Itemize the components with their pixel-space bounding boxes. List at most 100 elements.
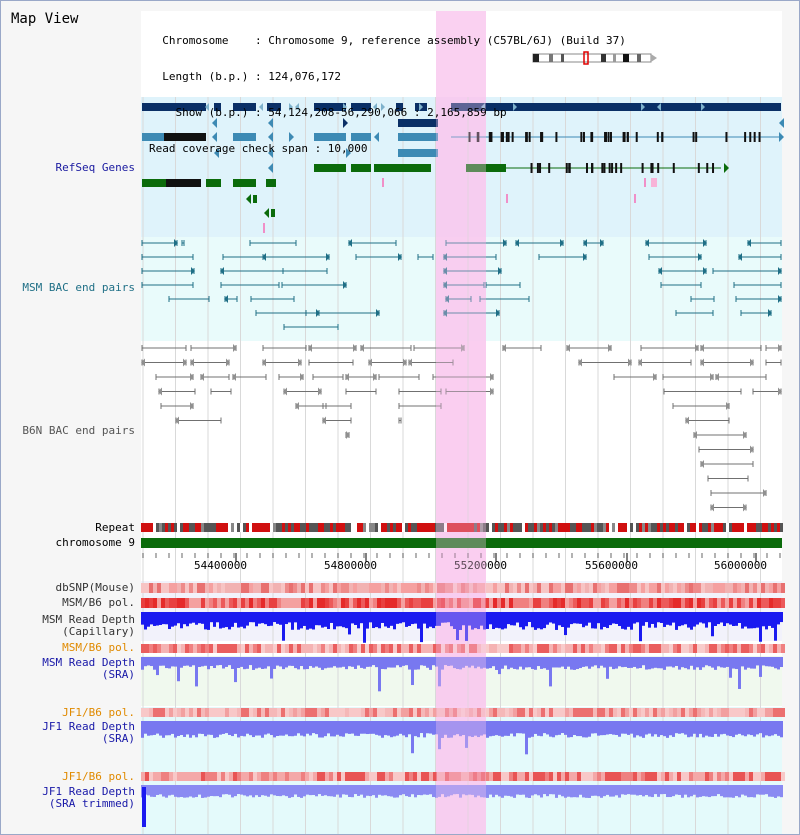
track-label-jf1-pol-2[interactable]: JF1/B6 pol.	[62, 770, 135, 783]
depth-bar	[624, 612, 627, 630]
track-label-msm-b6-pol-2[interactable]: MSM/B6 pol.	[62, 641, 135, 654]
depth-bar	[306, 612, 309, 630]
heat-cell	[529, 644, 533, 653]
repeat-block	[255, 523, 258, 532]
depth-bar	[390, 612, 393, 626]
heat-cell	[573, 644, 577, 653]
track-label-jf1-depth-trimmed[interactable]: JF1 Read Depth (SRA trimmed)	[42, 785, 135, 810]
depth-bar	[225, 721, 228, 734]
track-label-repeat[interactable]: Repeat	[95, 521, 135, 534]
depth-bar	[372, 721, 375, 734]
depth-bar	[474, 721, 477, 736]
depth-bar	[198, 785, 201, 795]
heat-cell	[145, 644, 149, 653]
heat-cell	[385, 772, 389, 781]
strand-arrow	[685, 416, 689, 425]
depth-bar	[228, 721, 231, 735]
strand-arrow	[498, 267, 502, 275]
depth-bar	[423, 612, 426, 624]
heat-cell	[285, 708, 289, 717]
heat-cell	[701, 772, 705, 781]
depth-bar	[744, 612, 747, 627]
depth-bar	[684, 721, 687, 735]
depth-bar	[432, 785, 435, 798]
depth-bar	[156, 721, 159, 734]
depth-bar	[447, 785, 450, 797]
depth-bar	[606, 721, 609, 735]
depth-bar	[510, 721, 513, 734]
strand-arrow	[443, 253, 447, 261]
depth-bar	[438, 721, 441, 750]
heat-cell	[673, 598, 677, 608]
strand-arrow	[695, 344, 699, 352]
depth-bar	[378, 612, 381, 629]
heat-cell	[149, 583, 153, 593]
heat-cell	[597, 772, 601, 781]
depth-bar	[348, 657, 351, 667]
depth-bar	[525, 721, 528, 755]
repeat-block	[195, 523, 198, 532]
strand-arrow	[779, 132, 784, 142]
heat-cell	[377, 772, 381, 781]
strand-arrow	[373, 373, 377, 381]
heat-cell	[281, 583, 285, 593]
heat-cell	[369, 583, 373, 593]
strand-arrow	[205, 103, 209, 111]
depth-bar	[732, 721, 735, 738]
depth-bar	[147, 657, 150, 666]
heat-cell	[589, 583, 593, 593]
heat-cell	[765, 583, 769, 593]
page-title: Map View	[11, 11, 79, 27]
depth-bar	[567, 721, 570, 738]
repeat-block	[663, 523, 666, 532]
heat-cell	[645, 598, 649, 608]
depth-bar	[393, 721, 396, 737]
repeat-block	[480, 523, 483, 532]
depth-bar	[426, 657, 429, 668]
repeat-block	[759, 523, 762, 532]
depth-bar	[465, 785, 468, 796]
track-label-refseq[interactable]: RefSeq Genes	[55, 161, 135, 174]
track-label-b6n-bac[interactable]: B6N BAC end pairs	[22, 424, 135, 437]
heat-cell	[677, 644, 681, 653]
heat-cell	[405, 708, 409, 717]
heat-cell	[253, 708, 257, 717]
track-label-msm-bac[interactable]: MSM BAC end pairs	[22, 281, 135, 294]
heat-cell	[629, 598, 633, 608]
strand-arrow	[658, 267, 662, 275]
depth-bar	[342, 657, 345, 667]
depth-bar	[174, 785, 177, 797]
repeat-block	[171, 523, 174, 532]
depth-bar	[288, 612, 291, 623]
repeat-block	[174, 523, 177, 532]
heat-cell	[341, 644, 345, 653]
heat-cell	[645, 644, 649, 653]
depth-bar	[465, 657, 468, 666]
depth-bar	[489, 785, 492, 795]
track-label-msm-depth-capillary[interactable]: MSM Read Depth (Capillary)	[42, 613, 135, 638]
heat-cell	[589, 772, 593, 781]
strand-arrow	[653, 373, 657, 381]
heat-cell	[625, 644, 629, 653]
track-label-dbsnp[interactable]: dbSNP(Mouse)	[55, 581, 135, 594]
track-label-msm-b6-pol-1[interactable]: MSM/B6 pol.	[62, 596, 135, 609]
track-label-jf1-pol-1[interactable]: JF1/B6 pol.	[62, 706, 135, 719]
repeat-block	[597, 523, 600, 532]
heat-cell	[513, 772, 517, 781]
track-label-msm-depth-sra[interactable]: MSM Read Depth (SRA)	[42, 656, 135, 681]
depth-bar	[360, 721, 363, 734]
repeat-block	[630, 523, 633, 532]
depth-bar	[219, 657, 222, 666]
heat-cell	[485, 598, 489, 608]
repeat-block	[534, 523, 537, 532]
heat-cell	[461, 708, 465, 717]
heat-cell	[381, 772, 385, 781]
depth-bar	[423, 785, 426, 795]
track-label-jf1-depth-sra[interactable]: JF1 Read Depth (SRA)	[42, 720, 135, 745]
heat-cell	[741, 708, 745, 717]
repeat-block	[618, 523, 621, 532]
strand-arrow	[158, 387, 162, 396]
repeat-block	[201, 523, 204, 532]
heat-cell	[629, 583, 633, 593]
